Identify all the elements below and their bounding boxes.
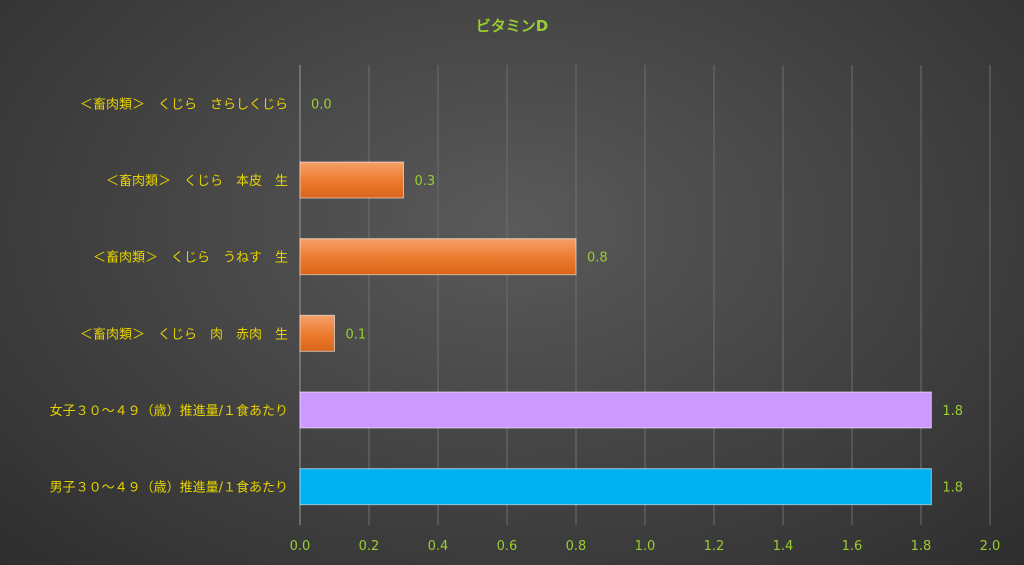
x-tick-label: 1.6 (842, 539, 863, 554)
bar (299, 238, 577, 276)
x-tick-label: 0.4 (428, 539, 449, 554)
bar (299, 314, 335, 352)
category-label: ＜畜肉類＞ くじら 肉 赤肉 生 (80, 326, 288, 342)
data-label: 0.1 (346, 327, 367, 342)
data-label: 0.8 (587, 251, 608, 266)
x-tick-label: 1.0 (635, 539, 656, 554)
category-label: 女子３０～４９（歳）推進量/１食あたり (50, 403, 288, 419)
bar (299, 391, 932, 429)
x-tick-label: 1.8 (911, 539, 932, 554)
data-label: 0.0 (311, 97, 332, 112)
x-tick-label: 0.6 (497, 539, 518, 554)
x-tick-label: 0.0 (290, 539, 311, 554)
label-layer: 0.0 0.2 0.4 0.6 0.8 1.0 1.2 1.4 1.6 1.8 2.0 0.0 ＜畜肉類… (50, 96, 1001, 554)
category-label: ＜畜肉類＞ くじら さらしくじら (80, 96, 288, 112)
x-tick-label: 1.2 (704, 539, 725, 554)
grid-layer (299, 65, 991, 525)
data-label: 1.8 (942, 481, 963, 496)
category-label: ＜畜肉類＞ くじら 本皮 生 (106, 173, 288, 189)
x-tick-label: 2.0 (980, 539, 1001, 554)
bar (299, 468, 932, 506)
category-label: 男子３０～４９（歳）推進量/１食あたり (50, 480, 288, 496)
x-tick-label: 0.8 (566, 539, 587, 554)
chart-title: ビタミンD (476, 17, 548, 35)
bar-layer (299, 161, 932, 506)
x-tick-label: 1.4 (773, 539, 794, 554)
bar (299, 161, 404, 199)
x-tick-label: 0.2 (359, 539, 380, 554)
category-label: ＜畜肉類＞ くじら うねす 生 (93, 250, 288, 266)
data-label: 1.8 (942, 404, 963, 419)
data-label: 0.3 (415, 174, 436, 189)
